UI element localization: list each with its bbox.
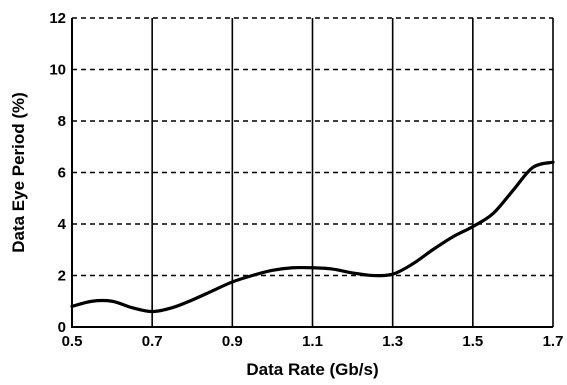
- y-axis-title: Data Eye Period (%): [9, 92, 28, 253]
- y-tick-label: 2: [58, 268, 66, 285]
- series-line-0: [70, 160, 555, 314]
- y-tick-label: 4: [58, 216, 67, 233]
- y-tick-label: 10: [49, 62, 66, 79]
- y-tick-label: 0: [58, 319, 66, 336]
- x-tick-labels: 0.5 0.7 0.9 1.1 1.3 1.5 1.7: [62, 333, 564, 350]
- x-tick-label: 0.5: [62, 333, 83, 350]
- x-tick-label: 0.7: [142, 333, 163, 350]
- series-group: [70, 160, 555, 314]
- y-tick-label: 8: [58, 113, 66, 130]
- x-axis-title: Data Rate (Gb/s): [246, 360, 378, 379]
- x-tick-label: 1.5: [462, 333, 483, 350]
- y-tick-label: 6: [58, 165, 66, 182]
- x-tick-label: 0.9: [222, 333, 243, 350]
- grid: [72, 17, 554, 327]
- y-tick-label: 12: [49, 10, 66, 27]
- x-tick-label: 1.3: [382, 333, 403, 350]
- y-tick-labels: 0 2 4 6 8 10 12: [49, 10, 66, 336]
- x-tick-label: 1.7: [543, 333, 564, 350]
- x-tick-label: 1.1: [302, 333, 323, 350]
- plot-frame: [71, 18, 553, 328]
